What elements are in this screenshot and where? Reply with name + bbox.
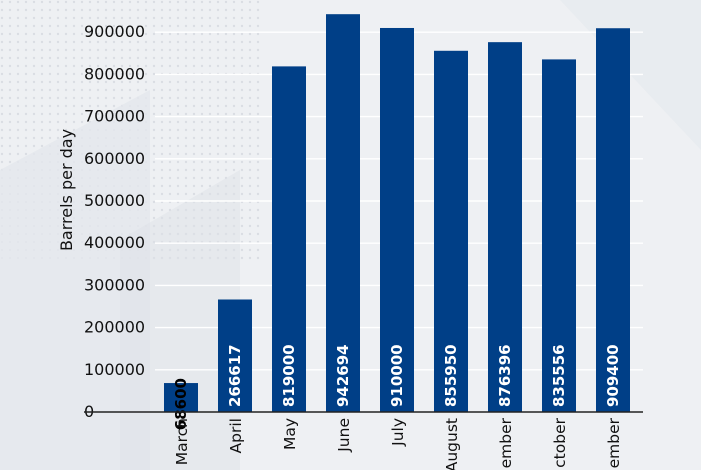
x-tick-label: August xyxy=(443,418,461,470)
data-label: 942694 xyxy=(334,344,352,407)
x-tick-label: March xyxy=(173,418,191,465)
bars xyxy=(164,14,630,413)
y-tick-label: 200000 xyxy=(84,318,145,337)
x-axis-ticks: March April May June July August ember ctober em… xyxy=(173,417,623,470)
data-label: 835556 xyxy=(550,344,568,407)
data-label: 266617 xyxy=(226,344,244,407)
y-axis-ticks: 0100000200000300000400000500000600000700… xyxy=(84,22,145,421)
bar xyxy=(218,299,252,412)
x-tick-label: ember xyxy=(497,417,515,468)
bar xyxy=(488,42,522,412)
bar xyxy=(542,59,576,413)
y-tick-label: 700000 xyxy=(84,107,145,126)
x-tick-label: ctober xyxy=(551,417,569,467)
y-axis-label: Barrels per day xyxy=(57,129,76,251)
data-label: 876396 xyxy=(496,344,514,407)
bar xyxy=(272,66,306,412)
y-tick-label: 500000 xyxy=(84,191,145,210)
bar xyxy=(380,27,414,412)
data-label: 855950 xyxy=(442,344,460,407)
data-label: 909400 xyxy=(604,344,622,407)
bar xyxy=(164,383,198,412)
x-tick-label: May xyxy=(281,418,299,450)
data-label: 68600 xyxy=(172,378,190,430)
bar xyxy=(326,14,360,412)
data-labels: 68600 266617 819000 942694 910000 855950 87639… xyxy=(172,344,622,430)
x-tick-label: ember xyxy=(605,417,623,468)
y-tick-label: 900000 xyxy=(84,22,145,41)
y-tick-label: 800000 xyxy=(84,64,145,83)
bar xyxy=(434,50,468,413)
y-tick-label: 100000 xyxy=(84,360,145,379)
x-tick-label: April xyxy=(227,418,245,453)
y-tick-label: 400000 xyxy=(84,233,145,252)
y-tick-label: 300000 xyxy=(84,275,145,294)
x-tick-label: July xyxy=(389,418,407,447)
data-label: 910000 xyxy=(388,344,406,407)
data-label: 819000 xyxy=(280,344,298,407)
y-tick-label: 600000 xyxy=(84,149,145,168)
x-tick-label: June xyxy=(335,418,353,453)
bar xyxy=(596,28,630,412)
